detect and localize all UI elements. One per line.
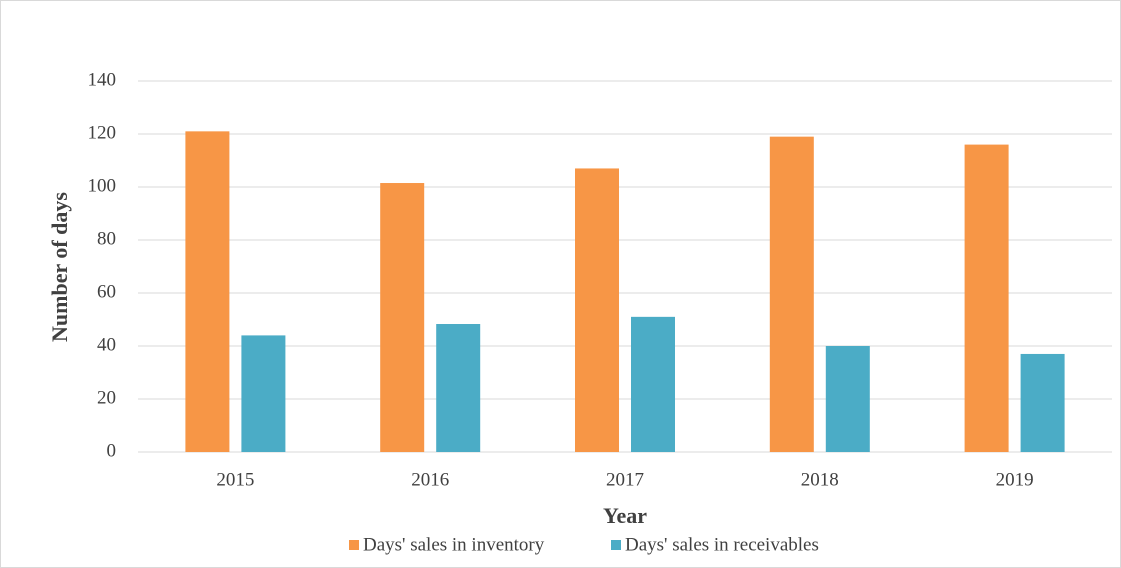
x-tick-label: 2017 [606,469,644,490]
y-axis-title: Number of days [47,192,72,342]
y-tick-label: 60 [97,281,116,302]
x-tick-label: 2015 [216,469,254,490]
legend-label: Days' sales in inventory [363,534,545,555]
bar [575,168,619,452]
bar [241,335,286,452]
y-tick-label: 20 [97,387,116,408]
legend-label: Days' sales in receivables [625,534,819,555]
y-tick-label: 40 [97,334,116,355]
x-tick-label: 2018 [801,469,839,490]
x-tick-label: 2016 [411,469,449,490]
legend-swatch [349,540,359,550]
y-tick-label: 0 [107,440,117,461]
y-tick-label: 100 [88,175,117,196]
bar [769,136,814,452]
bar [1020,353,1065,452]
bar [631,316,675,452]
y-tick-label: 120 [88,122,117,143]
bar [436,324,481,452]
y-tick-label: 140 [88,69,117,90]
legend-swatch [611,540,621,550]
y-tick-label: 80 [97,228,116,249]
x-tick-label: 2019 [996,469,1034,490]
x-axis-title: Year [603,503,647,528]
bar [825,346,870,452]
bar [964,144,1009,452]
bar [380,183,425,452]
bar [185,131,230,452]
